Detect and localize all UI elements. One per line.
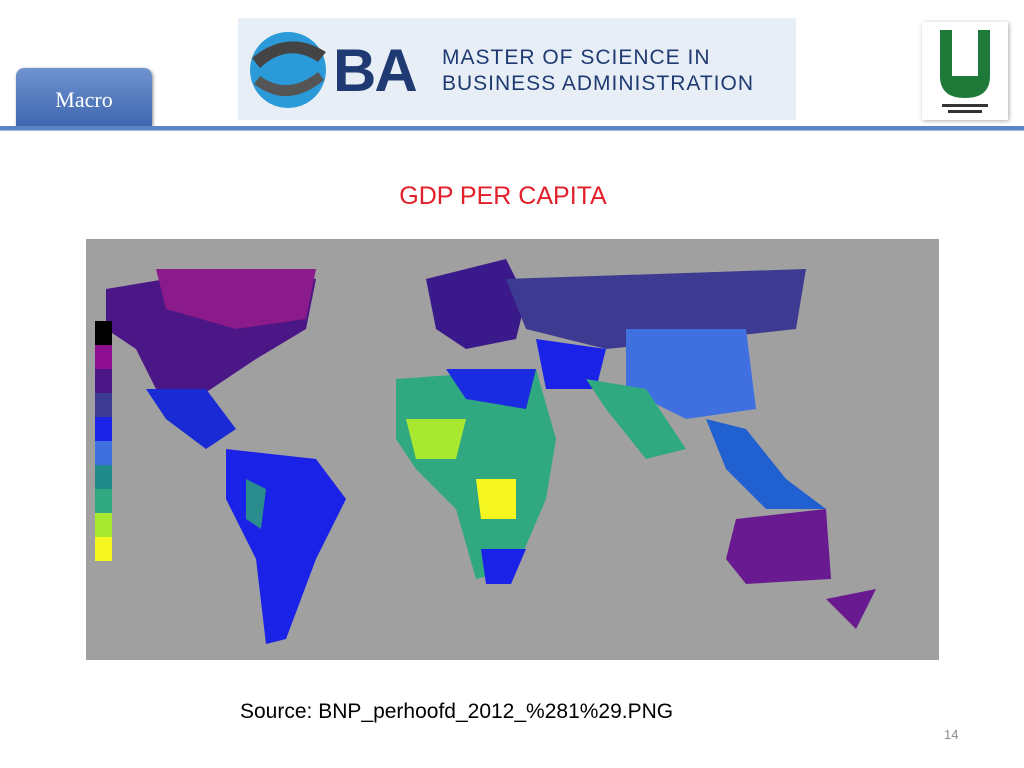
logo-globe (250, 32, 326, 108)
world-map (86, 239, 939, 660)
source-note: Source: BNP_perhoofd_2012_%281%29.PNG (240, 700, 674, 723)
slide-title: GDP PER CAPITA (399, 182, 607, 210)
logo-line: BUSINESS ADMINISTRATION (442, 72, 754, 95)
program-logo: BA MASTER OF SCIENCE IN BUSINESS ADMINIS… (238, 18, 796, 120)
logo-letters: BA (333, 37, 418, 104)
map-legend (95, 321, 112, 561)
section-tab: Macro (16, 68, 152, 126)
university-logo (922, 22, 1008, 120)
header-rule (0, 126, 1024, 131)
logo-line: MASTER OF SCIENCE IN (442, 46, 711, 69)
page-number: 14 (944, 727, 959, 742)
university-emblem (940, 30, 990, 113)
